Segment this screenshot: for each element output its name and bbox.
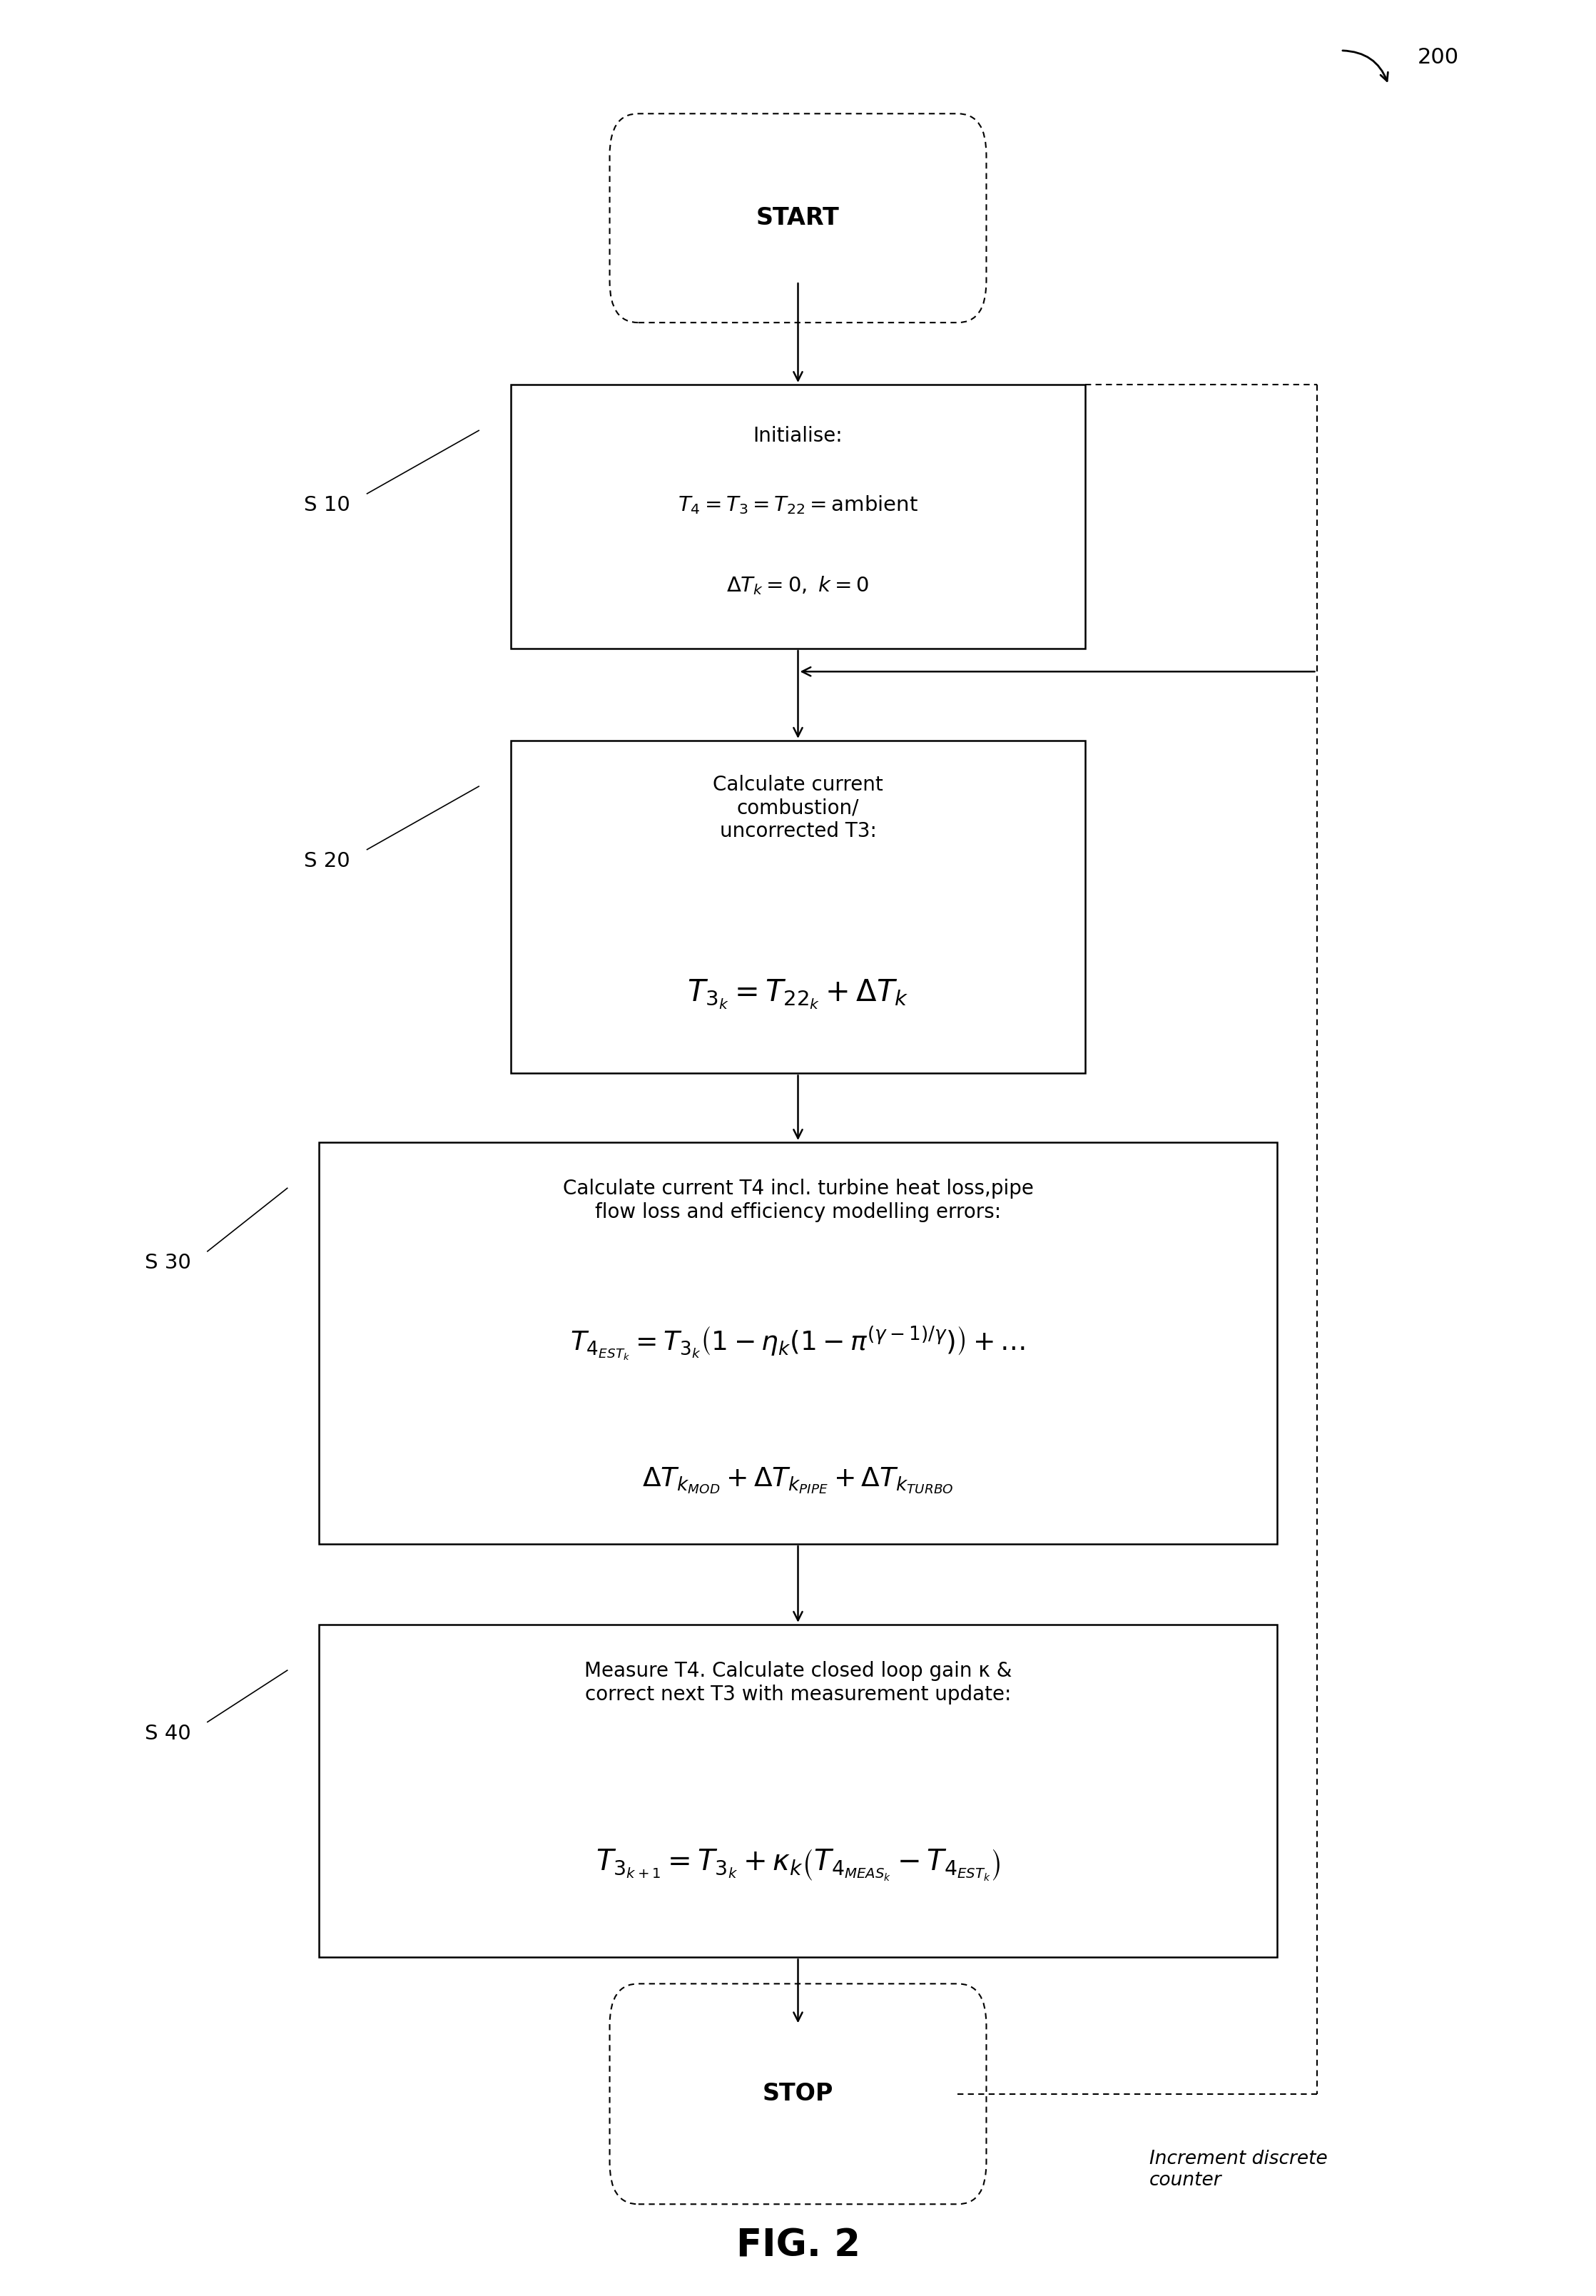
Text: $\Delta T_{k_{MOD}} + \Delta T_{k_{PIPE}} + \Delta T_{k_{TURBO}}$: $\Delta T_{k_{MOD}} + \Delta T_{k_{PIPE}… [642, 1467, 954, 1495]
Bar [511, 742, 1085, 1075]
Text: S 10: S 10 [305, 496, 350, 514]
Text: $\Delta T_k=0,\ k=0$: $\Delta T_k=0,\ k=0$ [726, 574, 870, 597]
Text: START: START [757, 207, 839, 230]
Bar [319, 1143, 1277, 1545]
FancyBboxPatch shape [610, 1984, 986, 2204]
Text: Calculate current
combustion/
uncorrected T3:: Calculate current combustion/ uncorrecte… [713, 776, 883, 840]
Bar [319, 1626, 1277, 1956]
Text: Increment discrete
counter: Increment discrete counter [1149, 2149, 1328, 2190]
Text: Initialise:: Initialise: [753, 427, 843, 445]
Text: $T_{4_{EST_k}} = T_{3_k}\left(1-\eta_k\left(1-\pi^{(\gamma-1)/\gamma}\right)\rig: $T_{4_{EST_k}} = T_{3_k}\left(1-\eta_k\l… [570, 1325, 1026, 1362]
Text: S 40: S 40 [145, 1724, 190, 1743]
Text: Measure T4. Calculate closed loop gain κ &
correct next T3 with measurement upda: Measure T4. Calculate closed loop gain κ… [584, 1662, 1012, 1704]
Text: S 20: S 20 [305, 852, 350, 870]
Text: S 30: S 30 [145, 1254, 190, 1272]
Text: $T_{3_{k+1}} = T_{3_k} + \kappa_k\left(T_{4_{MEAS_k}} - T_{4_{EST_k}}\right)$: $T_{3_{k+1}} = T_{3_k} + \kappa_k\left(T… [595, 1846, 1001, 1883]
Text: FIG. 2: FIG. 2 [736, 2227, 860, 2264]
FancyBboxPatch shape [610, 115, 986, 324]
Text: Calculate current T4 incl. turbine heat loss,pipe
flow loss and efficiency model: Calculate current T4 incl. turbine heat … [563, 1180, 1033, 1221]
Text: STOP: STOP [763, 2082, 833, 2105]
Bar [511, 383, 1085, 650]
Text: $T_4=T_3=T_{22}=\mathrm{ambient}$: $T_4=T_3=T_{22}=\mathrm{ambient}$ [678, 494, 918, 517]
Text: $T_{3_k} = T_{22_k} + \Delta T_k$: $T_{3_k} = T_{22_k} + \Delta T_k$ [688, 978, 908, 1010]
Text: 200: 200 [1417, 46, 1459, 69]
